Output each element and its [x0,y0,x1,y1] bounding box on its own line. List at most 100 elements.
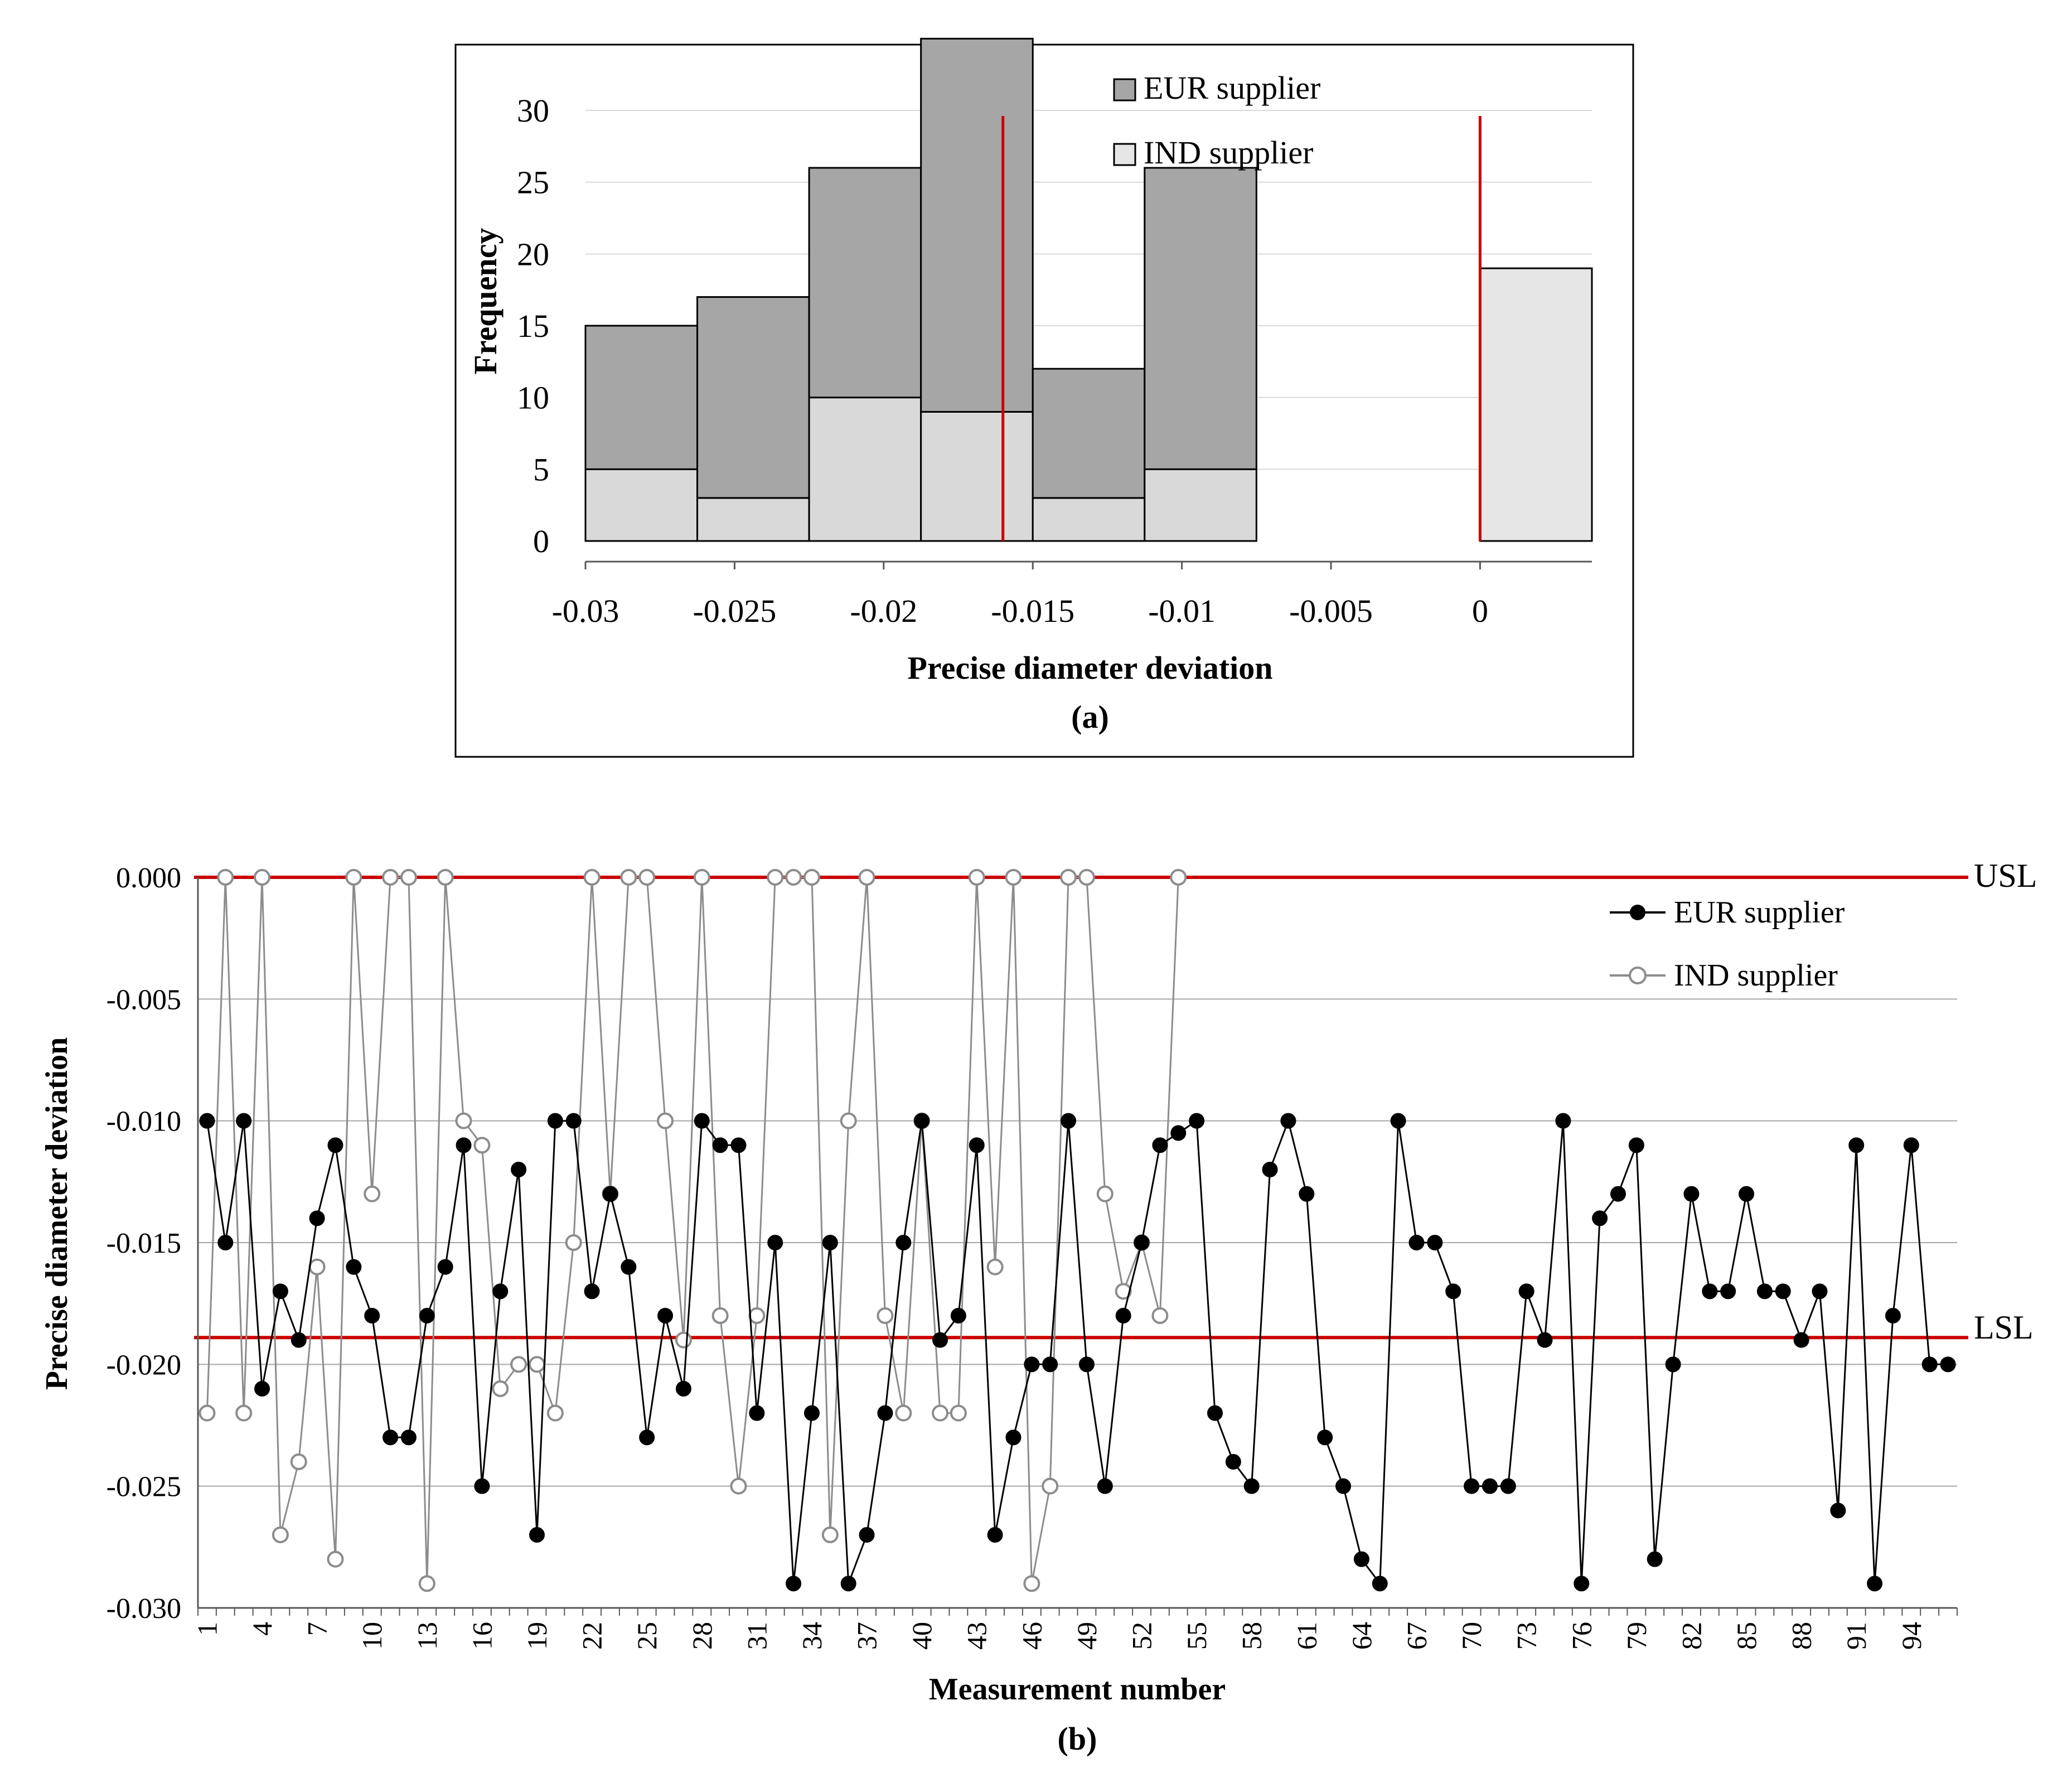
run-chart-point-ind [693,869,710,886]
run-chart-x-tick-label: 4 [246,1622,278,1636]
run-chart-point-eur [1427,1235,1443,1250]
histogram-y-tick-label: 15 [517,308,549,344]
histogram-x-axis-label: Precise diameter deviation [907,650,1272,686]
histogram-x-tick-label: -0.015 [991,593,1074,629]
run-chart-y-tick-label: -0.015 [106,1228,181,1259]
run-chart-point-eur [1793,1332,1809,1348]
histogram-bar-eur [584,325,699,470]
run-chart-point-ind [473,1137,491,1154]
run-chart-x-tick-label: 34 [796,1622,827,1650]
run-chart-y-tick-label: -0.010 [106,1106,181,1138]
run-chart-point-ind [217,869,234,886]
run-chart-point-eur [1372,1576,1388,1592]
run-chart-series-ind-line [206,876,1179,1584]
run-chart-point-eur [1189,1113,1205,1129]
run-chart-point-eur [1903,1137,1919,1153]
histogram-panel-label: (a) [1071,699,1109,735]
run-chart-x-tick-label: 61 [1291,1622,1322,1650]
run-chart-point-eur [456,1137,472,1153]
run-chart-point-ind [528,1356,545,1373]
run-chart-point-eur [1280,1113,1296,1129]
run-chart-point-eur [1574,1576,1590,1592]
run-chart-point-eur [1061,1113,1077,1129]
run-chart-point-eur [1921,1356,1938,1373]
run-chart-point-ind [950,1404,967,1422]
run-chart-point-ind [382,869,399,886]
run-chart-point-eur [767,1235,783,1250]
lsl-label: LSL [1974,1309,2034,1346]
run-chart-point-eur [840,1576,856,1592]
histogram-bar-ind [920,410,1034,542]
run-chart-point-eur [1097,1478,1113,1494]
run-chart-point-ind [455,1112,472,1129]
run-chart-point-eur [1739,1186,1755,1202]
run-chart-point-eur [639,1429,655,1446]
run-chart-point-eur [932,1332,948,1348]
run-chart-point-ind [565,1234,582,1251]
run-chart-point-eur [419,1308,435,1323]
run-chart-point-eur [547,1113,563,1129]
run-chart-point-eur [309,1210,325,1226]
run-chart-point-eur [437,1259,453,1275]
run-chart-point-eur [1683,1186,1700,1202]
run-chart-x-tick-label: 43 [961,1622,993,1650]
run-chart-legend-ind-marker [1629,967,1647,984]
run-chart-point-eur [1299,1186,1315,1202]
run-chart-point-eur [327,1137,343,1153]
usl-label: USL [1974,857,2037,894]
run-chart-point-eur [786,1576,802,1592]
run-chart-point-eur [1647,1551,1663,1567]
histogram-x-tick-label: 0 [1472,593,1488,629]
histogram-legend: EUR supplier IND supplier [1113,70,1320,171]
run-chart-x-tick-label: 79 [1621,1622,1652,1650]
run-chart-point-eur [272,1283,288,1299]
run-chart-point-eur [1024,1356,1040,1373]
run-chart-point-ind [327,1550,344,1568]
run-chart-point-ind [803,869,820,886]
run-chart-x-tick-label: 49 [1071,1622,1102,1650]
histogram-legend-ind-swatch [1113,143,1136,166]
run-chart-point-ind [1170,869,1187,886]
run-chart-point-ind [748,1307,766,1324]
run-chart-series-eur-line [206,1118,1948,1586]
run-chart-panel-label: (b) [1058,1721,1097,1757]
run-chart-y-tick-label: -0.005 [106,984,181,1016]
run-chart-point-ind [364,1185,381,1202]
run-chart-x-tick-label: 58 [1236,1622,1267,1650]
run-chart-legend-eur-label: EUR supplier [1674,895,1845,930]
histogram-y-tick-label: 25 [517,165,549,201]
run-chart-point-ind [235,1404,253,1422]
run-chart-point-eur [1610,1186,1626,1202]
run-chart-point-ind [711,1307,729,1324]
histogram-bar-ind [1144,468,1257,542]
histogram-bar-eur [1144,167,1257,470]
run-chart-point-eur [217,1235,234,1250]
run-chart-point-eur [987,1527,1003,1543]
run-chart-point-ind [840,1112,857,1129]
run-chart-point-ind [1115,1283,1132,1300]
run-chart-x-tick-label: 40 [906,1622,937,1650]
run-chart-point-ind [492,1380,509,1397]
histogram-y-tick-label: 10 [517,380,549,416]
run-chart-point-ind [1078,869,1095,886]
run-chart-point-ind [858,869,875,886]
run-chart-x-axis-label: Measurement number [929,1672,1226,1707]
run-chart-point-eur [383,1429,399,1446]
run-chart-point-eur [657,1308,674,1323]
run-chart-point-eur [1225,1454,1241,1470]
run-chart-x-tick-label: 67 [1401,1622,1432,1650]
run-chart-point-ind [199,1404,216,1422]
histogram-bar-ind [808,397,922,542]
run-chart-point-ind [308,1258,326,1276]
run-chart-point-ind [657,1112,674,1129]
run-chart-point-eur [1500,1478,1516,1494]
run-chart-point-ind [272,1526,289,1543]
histogram-y-tick-label: 30 [517,93,549,129]
run-chart-point-eur [712,1137,728,1153]
histogram-legend-ind-label: IND supplier [1144,134,1313,171]
run-chart-point-eur [1592,1210,1608,1226]
run-chart-point-eur [1408,1235,1425,1250]
histogram-bar-eur [920,37,1034,413]
run-chart-legend-ind-label: IND supplier [1674,958,1838,993]
